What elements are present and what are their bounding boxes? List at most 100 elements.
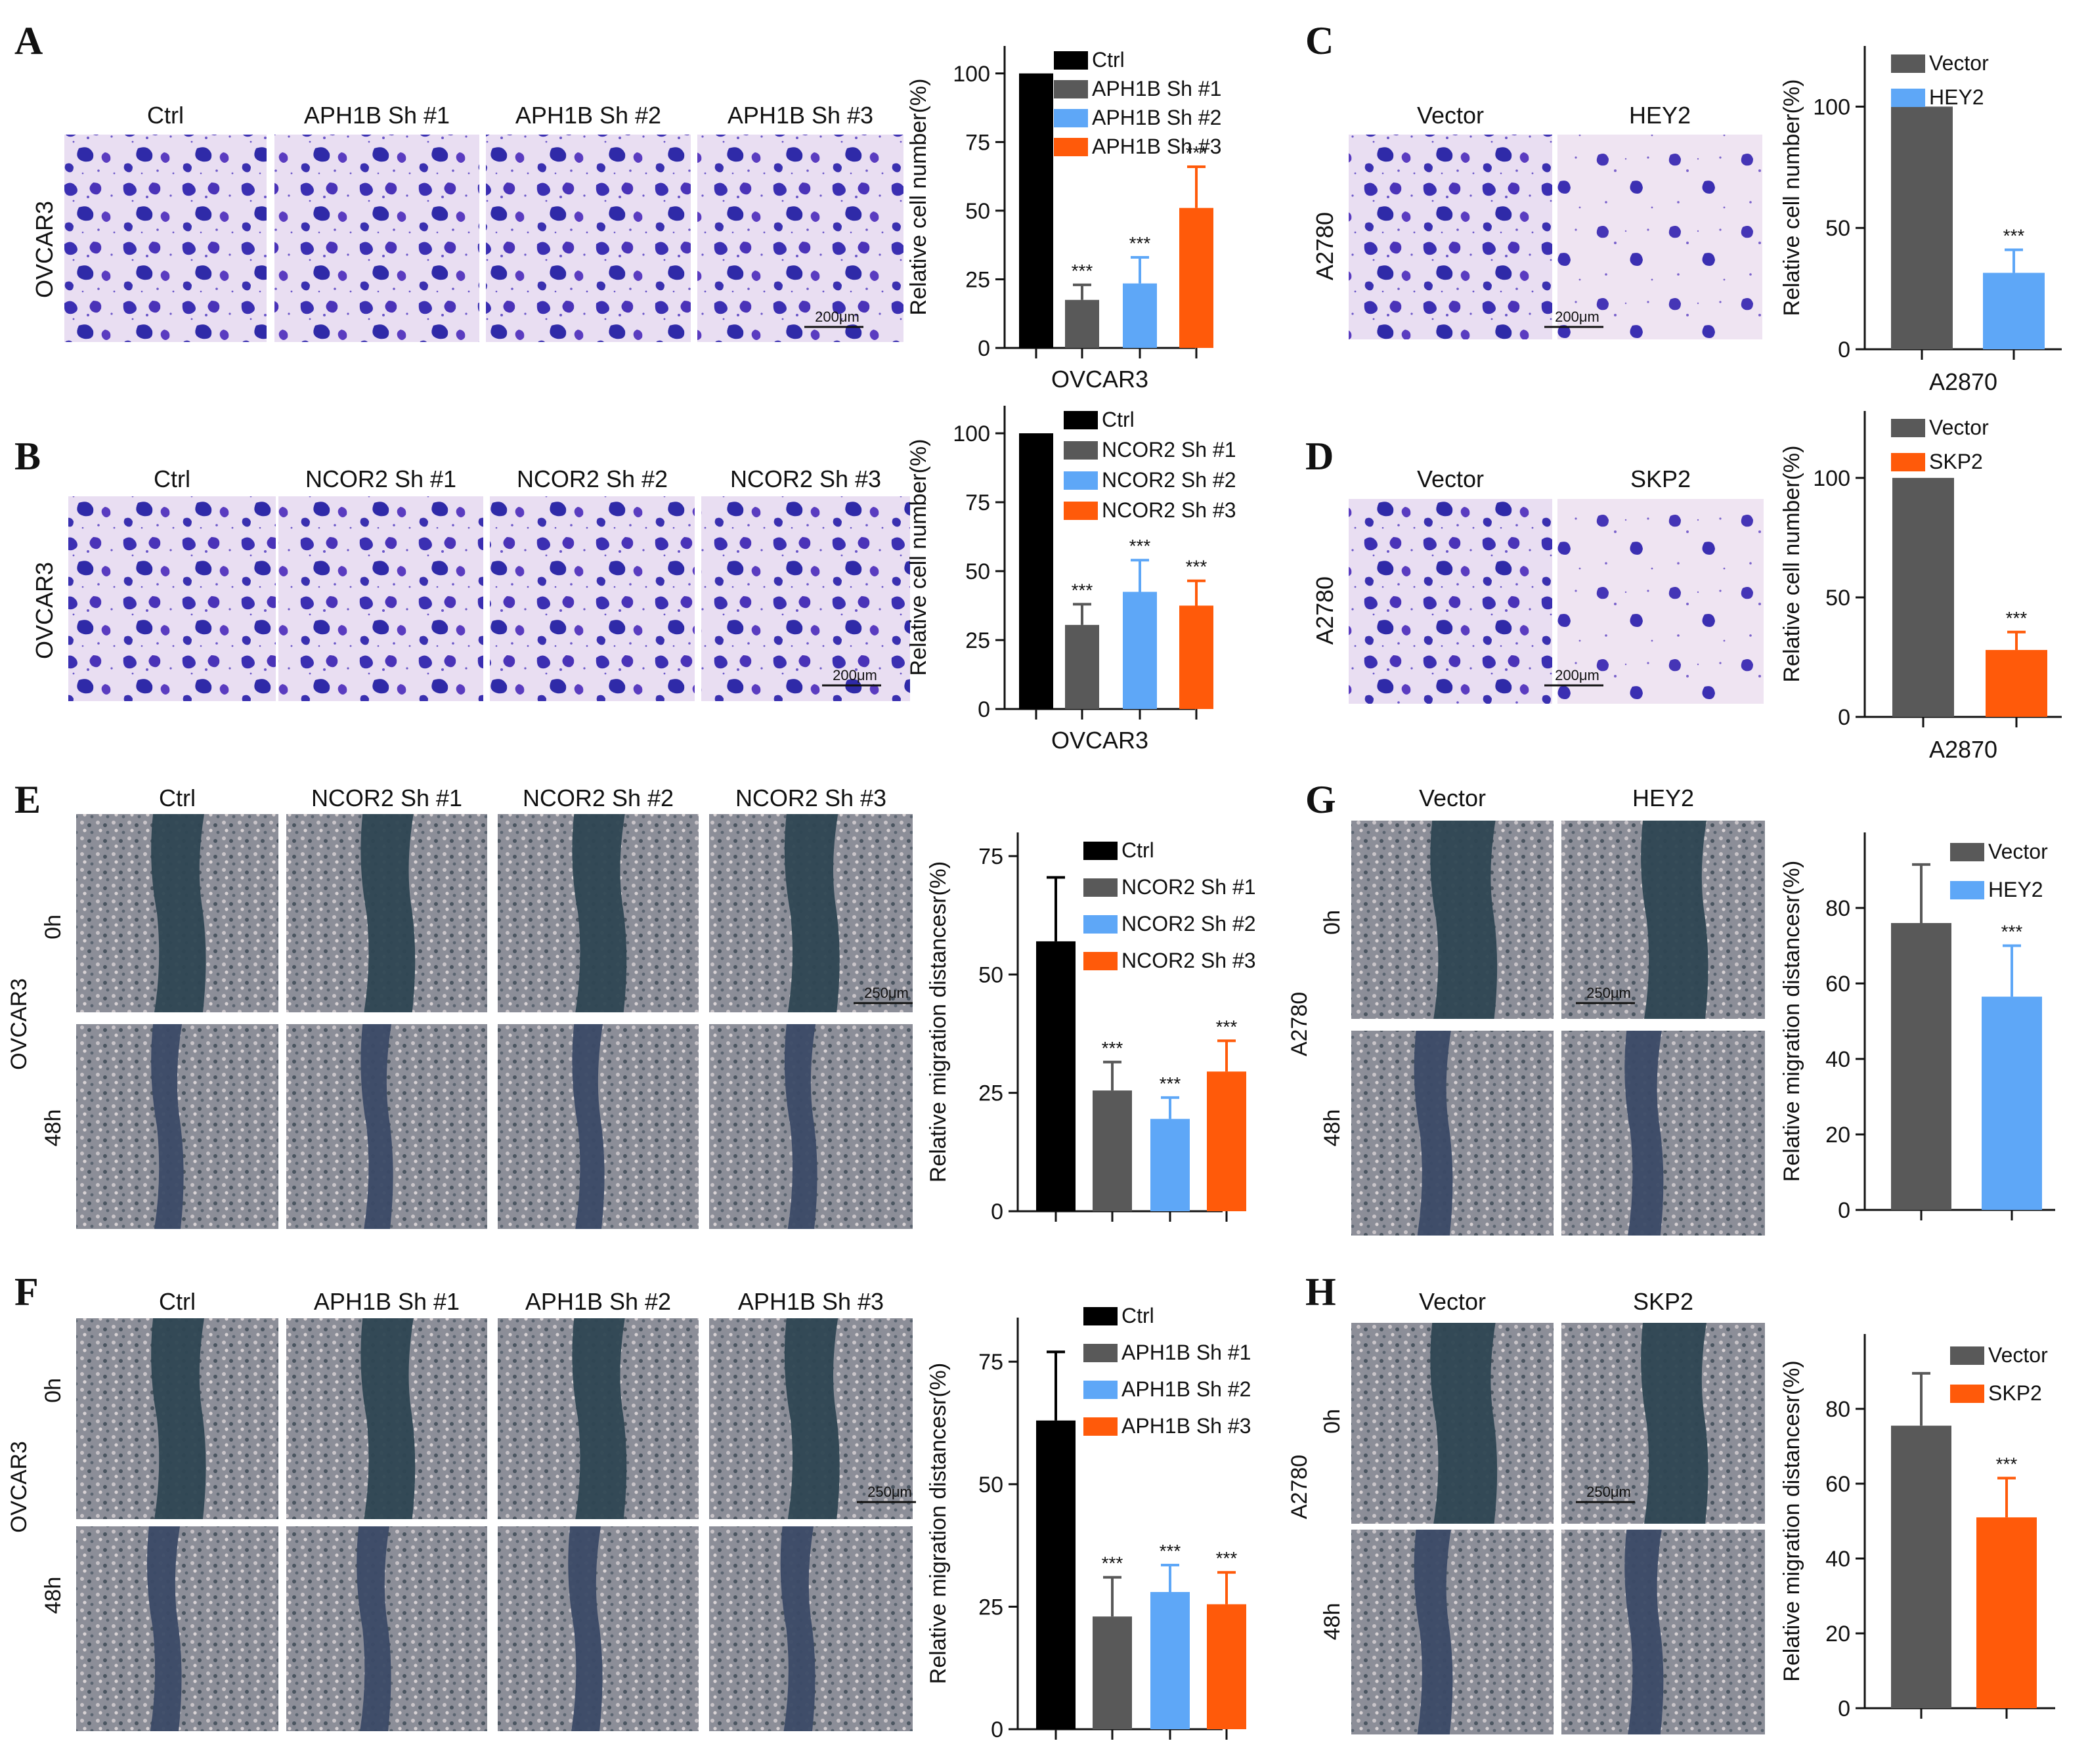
legend-label: APH1B Sh #1 xyxy=(1092,77,1221,100)
legend-label: APH1B Sh #2 xyxy=(1121,1377,1251,1401)
image-label: Vector xyxy=(1419,785,1486,811)
legend-label: APH1B Sh #1 xyxy=(1121,1341,1251,1364)
y-tick-label: 60 xyxy=(1825,1472,1850,1497)
legend-swatch xyxy=(1083,842,1118,860)
image-label: APH1B Sh #3 xyxy=(738,1288,884,1315)
row-label: OVCAR3 xyxy=(7,1441,32,1533)
legend-swatch xyxy=(1064,441,1098,460)
scale-bar-label: 200μm xyxy=(1555,667,1599,683)
significance-label: *** xyxy=(1186,142,1207,163)
y-tick-label: 50 xyxy=(978,962,1003,987)
significance-label: *** xyxy=(1129,233,1151,253)
legend-label: HEY2 xyxy=(1929,85,1984,109)
scale-bar-label: 250μm xyxy=(1586,985,1631,1001)
wound-gap xyxy=(780,1526,816,1731)
chart-b: 0 25 50 75 100 Relative cell number(%) OVCAR3 *… xyxy=(906,406,1236,754)
row-label: A2780 xyxy=(1311,576,1338,645)
wound-gap xyxy=(1624,1031,1664,1236)
y-tick-label: 0 xyxy=(978,336,990,361)
significance-label: *** xyxy=(1996,1453,2018,1474)
image-label: APH1B Sh #2 xyxy=(525,1288,671,1315)
y-tick-label: 0 xyxy=(1838,337,1850,362)
image-label: NCOR2 Sh #3 xyxy=(735,785,886,811)
bar xyxy=(1179,605,1213,709)
legend-label: Ctrl xyxy=(1121,838,1154,862)
legend-label: Ctrl xyxy=(1092,48,1125,72)
bar xyxy=(1986,650,2047,717)
legend-swatch xyxy=(1891,453,1925,471)
transwell-micrograph xyxy=(64,135,267,342)
wound-gap xyxy=(146,1526,182,1731)
wound-gap xyxy=(151,814,206,1012)
y-axis-label: Relative cell number(%) xyxy=(906,79,931,316)
wound-gap xyxy=(151,1318,206,1519)
panel-d-images: D A2780 Vector SKP2 200μm xyxy=(1305,435,1764,704)
scale-bar-label: 200μm xyxy=(1555,309,1599,325)
row-label: A2780 xyxy=(1311,212,1338,280)
y-tick-label: 80 xyxy=(1825,1397,1850,1422)
image-label: SKP2 xyxy=(1630,465,1691,492)
significance-label: *** xyxy=(2001,922,2023,942)
image-label: Ctrl xyxy=(147,102,184,129)
bar xyxy=(1019,433,1053,709)
y-axis-label: Relative migration distancesr(%) xyxy=(926,861,951,1182)
image-label: APH1B Sh #1 xyxy=(314,1288,460,1315)
image-label: Ctrl xyxy=(159,1288,196,1315)
image-label: Vector xyxy=(1417,102,1484,129)
legend-swatch xyxy=(1083,1417,1118,1436)
legend-label: SKP2 xyxy=(1988,1381,2042,1405)
bar xyxy=(1891,106,1953,349)
transwell-micrograph xyxy=(490,496,695,701)
scale-bar-label: 250μm xyxy=(864,985,909,1001)
chart-h: 0 20 40 60 80 Relative migration distancesr(%… xyxy=(1779,1334,2055,1721)
panel-letter: D xyxy=(1305,435,1334,478)
significance-label: *** xyxy=(1072,580,1093,600)
transwell-micrograph xyxy=(274,135,479,342)
legend-label: APH1B Sh #2 xyxy=(1092,106,1221,129)
y-tick-label: 0 xyxy=(1838,1198,1850,1223)
bar xyxy=(1891,923,1951,1210)
significance-label: *** xyxy=(1072,261,1093,281)
legend-swatch xyxy=(1064,471,1098,490)
bar xyxy=(1983,272,2045,349)
legend-label: Ctrl xyxy=(1102,408,1135,431)
time-label: 0h xyxy=(41,914,66,939)
row-label: A2780 xyxy=(1287,992,1312,1056)
significance-label: *** xyxy=(2006,608,2028,628)
wound-gap xyxy=(568,1526,603,1731)
legend-swatch xyxy=(1054,51,1088,70)
image-label: Vector xyxy=(1417,465,1484,492)
transwell-micrograph xyxy=(1557,135,1762,339)
wound-gap xyxy=(784,1024,817,1229)
wound-gap xyxy=(360,1024,393,1229)
chart-a: 0 25 50 75 100 Relative cell number(%) OVCAR3 *… xyxy=(906,46,1221,393)
legend-swatch xyxy=(1054,109,1088,127)
wound-gap xyxy=(572,1318,627,1519)
time-label: 0h xyxy=(41,1378,66,1403)
chart-e: 0 25 50 75 Relative migration distancesr(%) *… xyxy=(926,832,1256,1224)
wound-gap xyxy=(572,1024,605,1229)
panel-letter: A xyxy=(14,19,43,62)
time-label: 0h xyxy=(1320,1409,1345,1434)
y-tick-label: 50 xyxy=(1825,216,1850,241)
legend-swatch xyxy=(1064,502,1098,520)
row-label: OVCAR3 xyxy=(31,201,58,298)
bar xyxy=(1207,1604,1246,1729)
bar xyxy=(1065,299,1099,348)
y-tick-label: 75 xyxy=(978,1350,1003,1375)
significance-label: *** xyxy=(1102,1038,1123,1058)
image-label: NCOR2 Sh #2 xyxy=(523,785,674,811)
bar xyxy=(1150,1119,1190,1211)
wound-gap xyxy=(784,814,840,1012)
y-tick-label: 20 xyxy=(1825,1622,1850,1646)
image-label: APH1B Sh #2 xyxy=(515,102,661,129)
y-tick-label: 100 xyxy=(1813,95,1850,119)
wound-gap xyxy=(784,1318,840,1519)
y-tick-label: 0 xyxy=(991,1717,1003,1742)
panel-b-images: B OVCAR3 Ctrl NCOR2 Sh #1 NCOR2 Sh #2 NCOR2 S… xyxy=(14,435,910,701)
significance-label: *** xyxy=(1129,536,1151,556)
legend-swatch xyxy=(1054,138,1088,156)
image-label: Ctrl xyxy=(154,465,190,492)
chart-f: 0 25 50 75 Relative migration distancesr(%) *… xyxy=(926,1304,1251,1742)
wound-gap xyxy=(572,814,627,1012)
